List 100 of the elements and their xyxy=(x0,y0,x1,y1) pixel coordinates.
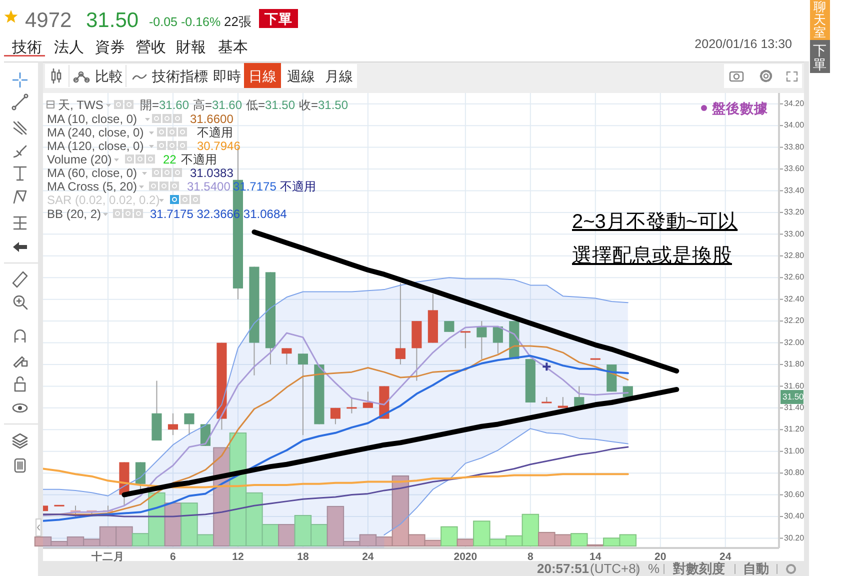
y-tick-label: 33.00 xyxy=(784,229,805,238)
annotation: 高= xyxy=(193,98,212,112)
x-tick-label: 2020 xyxy=(454,551,478,563)
text: % xyxy=(648,561,660,576)
annotation: 低= xyxy=(246,98,266,112)
bar xyxy=(440,526,458,546)
y-tick-label: 33.20 xyxy=(784,208,805,217)
x-tick-label: 12 xyxy=(232,551,244,563)
annotation: 31.5400 xyxy=(187,180,231,194)
annotation: 收= xyxy=(299,98,318,112)
y-tick-label: 32.60 xyxy=(784,272,805,282)
annotation: BB (20, 2) xyxy=(47,207,102,221)
annotation: 天, TWS xyxy=(58,98,104,112)
text: (UTC+8) xyxy=(590,561,640,576)
line-series xyxy=(43,468,629,488)
y-tick-label: 31.20 xyxy=(784,424,805,434)
text: 自動 xyxy=(743,561,769,576)
x-tick-label: 20 xyxy=(654,551,666,563)
x-tick-label: 24 xyxy=(720,551,732,563)
text: 31.50 xyxy=(782,391,804,402)
y-tick-label: 34.20 xyxy=(784,98,805,108)
x-tick-label: 24 xyxy=(362,551,374,563)
y-tick-label: 30.20 xyxy=(784,533,805,542)
annotation: MA Cross (5, 20) xyxy=(47,180,138,194)
annotation: 不適用 xyxy=(280,180,316,194)
y-tick-label: 33.40 xyxy=(784,186,805,195)
candlestick xyxy=(346,396,357,414)
y-tick-label: 31.00 xyxy=(784,446,805,456)
text: 4972 xyxy=(25,9,72,32)
annotation: 31.50 xyxy=(265,98,296,112)
text: 資券 xyxy=(95,39,125,56)
text: 日線 xyxy=(248,68,276,84)
y-tick-label: 33.60 xyxy=(784,164,805,174)
y-tick-label: 32.20 xyxy=(784,316,805,326)
text: 20:57:51 xyxy=(537,561,590,576)
candlestick xyxy=(298,353,308,436)
candlestick xyxy=(282,348,292,365)
text: 即時 xyxy=(213,68,241,84)
annotation: 22 xyxy=(163,152,177,166)
annotation: 不適用 xyxy=(197,126,233,140)
text: 下單 xyxy=(264,12,292,26)
bar xyxy=(456,538,474,546)
annotation: 盤後數據 xyxy=(711,101,769,116)
y-tick-label: 30.80 xyxy=(784,468,805,478)
y-tick-label: 33.80 xyxy=(784,142,805,152)
text: -0.05 xyxy=(149,15,178,29)
annotation: SAR (0.02, 0.02, 0.2) xyxy=(47,193,160,207)
annotation: Volume (20) xyxy=(47,152,112,166)
candlestick xyxy=(330,407,340,425)
x-tick-label: 18 xyxy=(297,551,309,563)
annotation: 不適用 xyxy=(181,152,217,166)
annotation: 31.0383 xyxy=(190,166,234,180)
text: 月線 xyxy=(325,68,353,84)
text: 週線 xyxy=(287,68,315,84)
candlestick xyxy=(558,396,568,408)
candlestick xyxy=(135,462,146,490)
annotation: MA (10, close, 0) xyxy=(47,112,138,126)
candlestick xyxy=(492,326,503,354)
text: 技術指標 xyxy=(151,68,208,84)
annotation: MA (60, close, 0) xyxy=(47,166,138,180)
y-tick-label: 31.60 xyxy=(784,381,805,390)
x-tick-label: 8 xyxy=(527,551,534,563)
candlestick xyxy=(395,282,406,365)
candlestick xyxy=(184,412,194,436)
annotation: MA (120, close, 0) xyxy=(47,139,144,153)
y-tick-label: 31.80 xyxy=(784,360,805,369)
text: 對數刻度 xyxy=(672,561,725,576)
x-tick-label: 14 xyxy=(590,551,602,563)
line-series xyxy=(384,428,628,536)
y-tick-label: 30.60 xyxy=(784,490,805,499)
annotation: 31.50 xyxy=(318,98,348,112)
text: -0.16% xyxy=(181,15,221,29)
text: 比較 xyxy=(95,68,123,84)
y-tick-label: 32.80 xyxy=(784,250,805,260)
candlestick xyxy=(476,320,487,360)
text: 技術 xyxy=(11,39,42,56)
annotation: 30.7946 xyxy=(197,139,241,153)
text: 31.50 xyxy=(86,9,139,32)
annotation: 開= xyxy=(140,98,160,112)
y-tick-label: 31.40 xyxy=(784,403,805,412)
annotation: 選擇配息或是換股 xyxy=(572,245,732,267)
x-tick-label: 十二月 xyxy=(90,550,124,563)
y-tick-label: 32.00 xyxy=(784,338,805,347)
text: 財報 xyxy=(176,39,206,56)
annotation: 31.60 xyxy=(212,98,242,112)
y-tick-label: 32.40 xyxy=(784,294,805,304)
annotation: 31.60 xyxy=(159,98,190,112)
annotation: MA (240, close, 0) xyxy=(47,126,144,140)
candlestick xyxy=(460,331,470,349)
line-series xyxy=(43,446,629,518)
candlestick xyxy=(168,412,178,436)
y-tick-label: 30.40 xyxy=(784,512,805,521)
annotation: 31.6600 xyxy=(190,112,234,126)
annotation: 2~3月不發動~可以 xyxy=(572,211,738,233)
x-tick-label: 6 xyxy=(170,551,176,563)
bar xyxy=(278,524,296,546)
text: 2020/01/16 13:30 xyxy=(694,37,792,51)
text: 基本 xyxy=(218,39,248,56)
y-tick-label: 34.00 xyxy=(784,120,805,130)
text: 法人 xyxy=(54,39,84,56)
